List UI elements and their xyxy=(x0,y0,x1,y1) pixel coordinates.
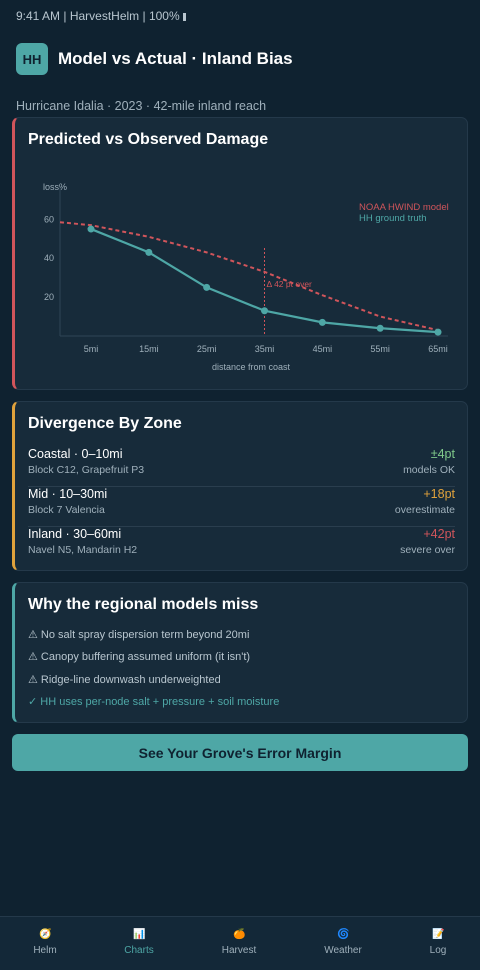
ground-truth-point xyxy=(434,328,442,336)
damage-chart: loss% 20 40 60 5mi 15mi 25mi 35mi 45mi 55mi 65mi di… xyxy=(43,182,449,372)
status-bar: 9:41 AM | HarvestHelm | 100% xyxy=(16,9,186,23)
reason-item: ⚠ Canopy buffering assumed uniform (it i… xyxy=(28,651,251,663)
y-tick-label: 60 xyxy=(44,214,54,224)
app-header: HH Model vs Actual · Inland Bias xyxy=(16,43,293,75)
tab-label: Log xyxy=(429,945,447,956)
zone-divergence-value: +42pt xyxy=(423,527,455,541)
zone-divergence-value: +18pt xyxy=(423,487,455,501)
bottom-tab-bar: 🧭 Helm 📊 Charts 🍊 Harvest 🌀 Weather 📝 Lo… xyxy=(0,916,480,970)
tab-charts[interactable]: 📊 Charts xyxy=(99,917,179,970)
zone-name: Inland · 30–60mi xyxy=(28,527,122,541)
zone-name: Mid · 10–30mi xyxy=(28,487,108,501)
legend-model: NOAA HWIND model xyxy=(359,202,449,213)
ground-truth-point xyxy=(318,318,326,326)
x-tick-label: 45mi xyxy=(313,344,333,354)
memo-icon: 📝 xyxy=(432,929,445,940)
app-logo[interactable]: HH xyxy=(16,43,48,75)
x-tick-label: 5mi xyxy=(84,344,99,354)
legend-ground-truth: HH ground truth xyxy=(359,213,427,224)
zone-status: severe over xyxy=(400,544,455,556)
ground-truth-point xyxy=(145,248,153,256)
orange-icon: 🍊 xyxy=(233,929,246,940)
zone-divergence-value: ±4pt xyxy=(430,447,455,461)
x-tick-label: 25mi xyxy=(197,344,217,354)
zone-row[interactable]: Mid · 10–30mi Block 7 Valencia +18pt ove… xyxy=(28,487,455,527)
model-miss-reasons-card: Why the regional models miss ⚠ No salt s… xyxy=(12,582,468,723)
ground-truth-point xyxy=(261,307,268,315)
y-tick-label: 40 xyxy=(44,253,54,263)
x-axis-label: distance from coast xyxy=(212,362,291,372)
compass-icon: 🧭 xyxy=(39,929,52,940)
y-tick-label: 20 xyxy=(44,292,54,302)
annotation-label: Δ 42 pt over xyxy=(267,279,313,289)
status-text: 9:41 AM | HarvestHelm | 100% xyxy=(16,9,180,23)
zone-divergence-card: Divergence By Zone Coastal · 0–10mi Bloc… xyxy=(12,401,468,571)
zone-blocks: Navel N5, Mandarin H2 xyxy=(28,544,138,556)
zone-status: models OK xyxy=(403,464,455,476)
zone-blocks: Block C12, Grapefruit P3 xyxy=(28,464,145,476)
ground-truth-point xyxy=(376,324,384,332)
tab-label: Weather xyxy=(324,945,362,956)
event-context: Hurricane Idalia · 2023 · 42-mile inland… xyxy=(16,99,267,113)
damage-chart-card: Predicted vs Observed Damage loss% 20 40 60… xyxy=(12,117,468,390)
y-axis-label: loss% xyxy=(43,182,67,192)
tab-weather[interactable]: 🌀 Weather xyxy=(303,917,383,970)
page-title: Model vs Actual · Inland Bias xyxy=(58,49,293,68)
zone-status: overestimate xyxy=(394,504,455,516)
tab-label: Charts xyxy=(124,945,154,956)
ground-truth-point xyxy=(87,225,95,233)
tab-log[interactable]: 📝 Log xyxy=(398,917,478,970)
reason-item: ⚠ Ridge-line downwash underweighted xyxy=(28,674,221,686)
x-tick-label: 55mi xyxy=(370,344,390,354)
zone-blocks: Block 7 Valencia xyxy=(28,504,105,516)
model-series-line xyxy=(59,221,439,332)
zone-row[interactable]: Coastal · 0–10mi Block C12, Grapefruit P… xyxy=(28,447,455,487)
reason-item: ⚠ No salt spray dispersion term beyond 2… xyxy=(28,629,250,641)
chart-title: Predicted vs Observed Damage xyxy=(28,131,269,148)
ground-truth-point xyxy=(203,283,211,291)
x-tick-label: 35mi xyxy=(255,344,275,354)
error-margin-button[interactable]: See Your Grove's Error Margin xyxy=(12,734,468,771)
tab-harvest[interactable]: 🍊 Harvest xyxy=(199,917,279,970)
zone-name: Coastal · 0–10mi xyxy=(28,447,123,461)
bar-chart-icon: 📊 xyxy=(133,929,146,940)
tab-helm[interactable]: 🧭 Helm xyxy=(5,917,85,970)
hh-advantage-item: ✓ HH uses per-node salt + pressure + soi… xyxy=(28,696,280,708)
tab-label: Helm xyxy=(33,945,57,956)
x-tick-label: 15mi xyxy=(139,344,159,354)
why-card-title: Why the regional models miss xyxy=(28,596,259,613)
x-tick-label: 65mi xyxy=(428,344,448,354)
battery-icon xyxy=(182,13,186,21)
zone-card-title: Divergence By Zone xyxy=(28,415,182,432)
zone-row[interactable]: Inland · 30–60mi Navel N5, Mandarin H2 +… xyxy=(28,527,455,567)
tab-label: Harvest xyxy=(221,945,257,956)
cyclone-icon: 🌀 xyxy=(337,929,350,940)
